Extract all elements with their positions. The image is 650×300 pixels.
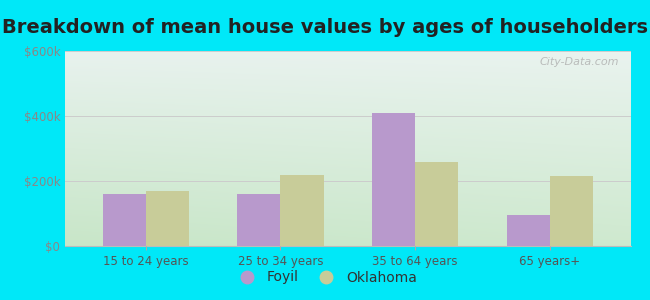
Bar bbox=[506, 215, 550, 246]
Legend: Foyil, Oklahoma: Foyil, Oklahoma bbox=[227, 265, 422, 290]
Bar bbox=[415, 161, 458, 246]
Bar bbox=[550, 176, 593, 246]
Text: Breakdown of mean house values by ages of householders: Breakdown of mean house values by ages o… bbox=[2, 18, 648, 37]
Bar bbox=[146, 191, 189, 246]
Text: City-Data.com: City-Data.com bbox=[540, 57, 619, 67]
Bar bbox=[103, 194, 146, 246]
Bar bbox=[280, 175, 324, 246]
Bar bbox=[372, 113, 415, 246]
Bar bbox=[237, 194, 280, 246]
